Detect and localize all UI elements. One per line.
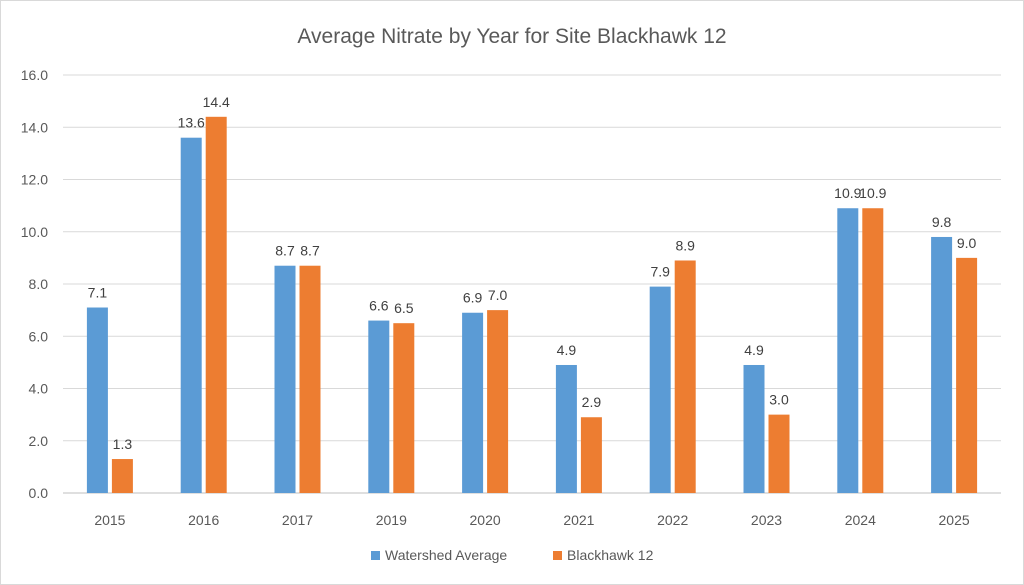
data-label: 4.9 (557, 342, 577, 358)
bar-watershed-average (555, 364, 577, 493)
bar-watershed-average (649, 286, 671, 493)
y-tick-label: 10.0 (21, 224, 48, 240)
data-label: 6.6 (369, 298, 389, 314)
data-label: 13.6 (178, 115, 205, 131)
bar-watershed-average (743, 364, 765, 493)
x-tick-label: 2016 (188, 512, 219, 528)
data-label: 9.8 (932, 214, 952, 230)
bar-watershed-average (837, 208, 859, 494)
data-label: 4.9 (744, 342, 764, 358)
data-label: 10.9 (859, 185, 886, 201)
y-tick-label: 2.0 (29, 433, 49, 449)
x-tick-label: 2025 (939, 512, 970, 528)
data-label: 2.9 (582, 394, 602, 410)
bar-blackhawk-12 (299, 265, 321, 493)
legend-swatch (553, 551, 562, 560)
data-label: 10.9 (834, 185, 861, 201)
data-label: 8.9 (675, 237, 695, 253)
x-tick-label: 2017 (282, 512, 313, 528)
data-label: 6.5 (394, 300, 414, 316)
bar-blackhawk-12 (674, 260, 696, 493)
x-tick-label: 2023 (751, 512, 782, 528)
bar-blackhawk-12 (393, 323, 415, 493)
bar-watershed-average (368, 320, 390, 493)
data-label: 1.3 (113, 436, 133, 452)
data-label: 8.7 (300, 243, 320, 259)
data-label: 6.9 (463, 290, 483, 306)
bar-watershed-average (931, 236, 953, 493)
bar-watershed-average (86, 307, 108, 493)
bar-watershed-average (180, 137, 202, 493)
x-tick-label: 2024 (845, 512, 876, 528)
chart-title: Average Nitrate by Year for Site Blackha… (297, 25, 726, 48)
bar-blackhawk-12 (205, 116, 227, 494)
data-label: 7.9 (650, 264, 670, 280)
x-tick-label: 2019 (376, 512, 407, 528)
bar-blackhawk-12 (956, 257, 978, 493)
data-label: 3.0 (769, 392, 789, 408)
y-tick-label: 6.0 (29, 328, 49, 344)
bar-blackhawk-12 (487, 310, 509, 493)
bar-blackhawk-12 (580, 417, 602, 493)
legend-label: Blackhawk 12 (567, 547, 654, 563)
bar-blackhawk-12 (111, 459, 133, 493)
y-tick-label: 12.0 (21, 172, 48, 188)
y-tick-label: 14.0 (21, 119, 48, 135)
y-tick-label: 0.0 (29, 485, 49, 501)
data-label: 8.7 (275, 243, 295, 259)
y-tick-label: 4.0 (29, 381, 49, 397)
bar-blackhawk-12 (768, 414, 790, 493)
x-tick-label: 2015 (94, 512, 125, 528)
bar-watershed-average (462, 312, 484, 493)
y-tick-label: 8.0 (29, 276, 49, 292)
bar-blackhawk-12 (862, 208, 884, 494)
x-tick-label: 2020 (470, 512, 501, 528)
x-tick-label: 2022 (657, 512, 688, 528)
legend-swatch (371, 551, 380, 560)
x-tick-label: 2021 (563, 512, 594, 528)
y-tick-label: 16.0 (21, 67, 48, 83)
data-label: 9.0 (957, 235, 977, 251)
data-label: 14.4 (203, 94, 230, 110)
bar-watershed-average (274, 265, 296, 493)
data-label: 7.0 (488, 287, 508, 303)
data-label: 7.1 (88, 285, 108, 301)
legend-label: Watershed Average (385, 547, 507, 563)
